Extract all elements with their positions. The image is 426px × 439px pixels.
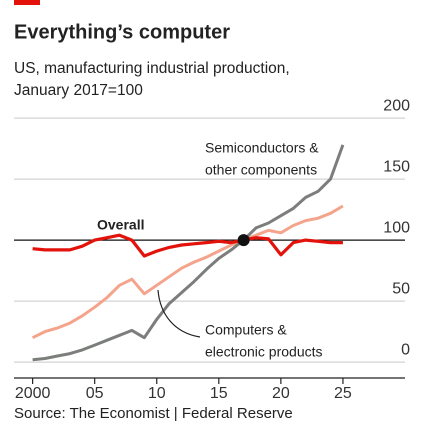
series-line: [32, 233, 343, 258]
y-tick-label: 200: [383, 97, 410, 114]
annotation: Computers &: [205, 322, 287, 338]
x-tick-label: 2000: [15, 385, 51, 402]
y-tick-label: 50: [392, 280, 410, 297]
annotation: electronic products: [205, 344, 323, 360]
subtitle: January 2017=100: [14, 82, 143, 99]
series-line: [32, 144, 345, 362]
y-tick-label: 0: [401, 341, 410, 358]
x-tick-label: 05: [86, 385, 104, 402]
leader-line: [157, 289, 201, 338]
annotation: Overall: [97, 217, 144, 233]
x-tick-label: 15: [210, 385, 228, 402]
subtitle: US, manufacturing industrial production,: [14, 60, 290, 77]
base-point: [237, 234, 250, 247]
source: Source: The Economist | Federal Reserve: [14, 405, 293, 422]
series-line: [31, 204, 344, 340]
y-tick-label: 100: [383, 219, 410, 236]
chart-title: Everything’s computer: [14, 21, 230, 43]
brand-bar: [14, 0, 40, 5]
annotation: Semiconductors &: [205, 140, 319, 156]
x-tick-label: 10: [148, 385, 166, 402]
x-tick-label: 20: [272, 385, 290, 402]
y-tick-label: 150: [383, 158, 410, 175]
x-tick-label: 25: [334, 385, 352, 402]
annotation: other components: [205, 162, 317, 178]
